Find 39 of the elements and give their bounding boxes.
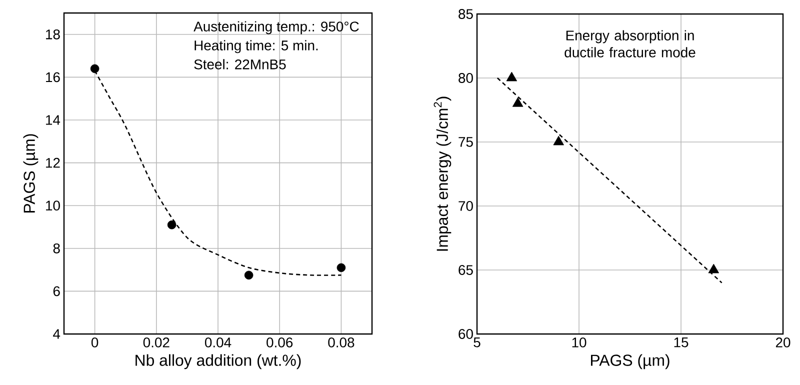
y-tick-label: 4 <box>53 329 60 339</box>
y-tick-label: 65 <box>458 265 473 275</box>
point <box>708 264 720 274</box>
point <box>90 64 100 74</box>
y-tick-label: 80 <box>458 73 473 83</box>
point <box>506 72 518 82</box>
y-tick-label: 18 <box>46 29 60 40</box>
y-tick-label: 70 <box>458 201 473 211</box>
x-axis-title: Nb alloy addition (wt.%) <box>136 354 301 370</box>
x-tick-label: 0.04 <box>204 338 232 348</box>
y-tick-label: 8 <box>53 243 60 254</box>
point <box>336 263 346 272</box>
y-tick-label: 6 <box>53 286 60 296</box>
point <box>553 136 564 146</box>
annotation: Steel: 22MnB5 <box>194 59 286 70</box>
x-tick-label: 15 <box>674 338 688 348</box>
y-tick-label: 10 <box>46 200 60 211</box>
x-tick-label: 0.06 <box>266 338 293 348</box>
y-tick-label: 12 <box>46 158 60 168</box>
annotation: Austenitizing temp.: 950°C <box>194 21 359 34</box>
point <box>167 220 176 230</box>
x-tick-label: 20 <box>776 338 790 348</box>
x-tick-label: 0.08 <box>328 338 354 348</box>
annotation: Energy absorption in ductile fracture mode <box>564 30 696 58</box>
x-tick-label: 0 <box>91 338 98 348</box>
y-tick-label: 85 <box>458 9 473 19</box>
point <box>512 97 524 107</box>
y-tick-label: 14 <box>46 115 60 125</box>
annotation: Heating time: 5 min. <box>194 40 318 54</box>
point <box>244 270 254 280</box>
x-axis-title: PAGS (µm) <box>591 354 670 370</box>
x-tick-label: 0.02 <box>143 338 170 348</box>
y-axis-title: PAGS (µm) <box>23 134 38 212</box>
y-axis-title: Impact energy (J/cm$^{2}$) <box>434 96 452 251</box>
x-tick-label: 10 <box>572 338 586 348</box>
y-tick-label: 16 <box>46 72 60 82</box>
y-tick-label: 75 <box>458 137 473 147</box>
x-tick-label: 5 <box>474 338 480 348</box>
y-tick-label: 60 <box>458 329 473 339</box>
